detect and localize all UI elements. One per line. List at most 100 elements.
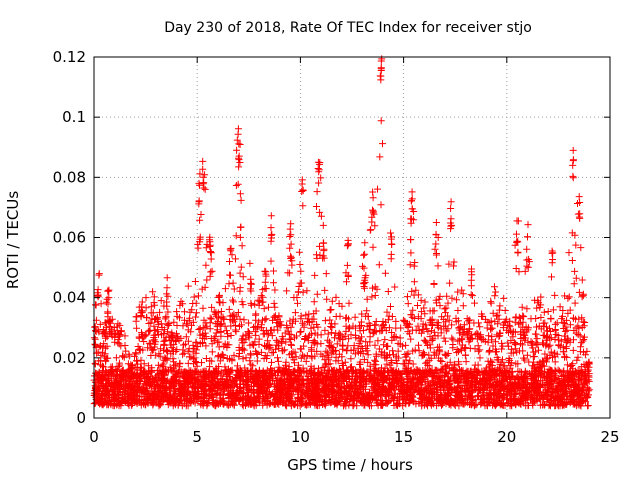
data-point (518, 303, 526, 311)
data-point (445, 365, 453, 373)
data-point (265, 382, 273, 390)
data-point (387, 303, 394, 310)
data-point (213, 338, 221, 346)
data-point (140, 338, 148, 345)
data-point (553, 319, 561, 327)
data-point (393, 360, 401, 367)
data-point (300, 353, 308, 361)
data-point (440, 315, 448, 323)
data-point (236, 190, 244, 198)
data-point (568, 229, 576, 237)
data-point (317, 340, 325, 348)
data-point (566, 321, 574, 329)
data-point (327, 306, 335, 313)
data-point (347, 355, 355, 363)
data-point (242, 354, 250, 362)
data-point (444, 299, 452, 307)
data-point (569, 314, 577, 322)
data-point (443, 292, 451, 300)
data-point (415, 341, 422, 349)
data-point (414, 302, 421, 309)
data-point (145, 339, 153, 347)
data-point (346, 324, 353, 332)
data-point (492, 338, 499, 346)
data-point (230, 298, 237, 306)
data-point (217, 308, 225, 315)
data-point (504, 342, 512, 350)
data-point (369, 329, 377, 337)
data-point (322, 270, 330, 278)
data-point (230, 285, 238, 293)
data-point (431, 245, 439, 253)
data-point (270, 267, 277, 275)
data-point (364, 351, 372, 359)
data-point (201, 185, 209, 193)
data-point (530, 358, 538, 366)
data-point (434, 322, 442, 330)
data-point (454, 288, 462, 296)
data-point (234, 180, 242, 188)
data-point (212, 390, 220, 398)
data-point (186, 314, 194, 322)
data-point (556, 303, 564, 311)
data-point (239, 345, 247, 353)
data-point (470, 319, 478, 327)
data-point (358, 310, 366, 318)
data-point (578, 276, 586, 284)
data-point (108, 315, 116, 323)
data-point (513, 348, 521, 356)
data-point (236, 159, 244, 166)
data-point (436, 292, 444, 300)
data-point (434, 262, 442, 270)
data-point (551, 358, 559, 366)
data-point (232, 232, 240, 240)
data-point (333, 340, 341, 348)
data-point (410, 315, 418, 322)
data-point (154, 361, 162, 369)
data-point (234, 309, 242, 316)
data-point (327, 329, 335, 337)
data-point (422, 337, 429, 345)
data-point (442, 304, 450, 312)
data-point (410, 278, 418, 286)
data-point (414, 313, 422, 321)
data-point (351, 313, 359, 321)
data-point (375, 261, 383, 269)
data-point (237, 263, 245, 271)
data-point (441, 322, 449, 330)
data-point (399, 342, 406, 350)
data-point (455, 347, 462, 355)
data-point (199, 304, 207, 312)
data-point (577, 244, 585, 252)
data-point (575, 288, 583, 296)
data-point (324, 349, 332, 357)
data-point (377, 201, 385, 209)
data-point (166, 363, 174, 371)
data-point (232, 255, 239, 263)
data-point (144, 327, 152, 335)
data-point (444, 312, 452, 320)
data-point (541, 400, 549, 408)
data-point (120, 353, 128, 361)
data-point (363, 307, 371, 315)
data-point (134, 392, 142, 400)
data-point (391, 333, 399, 340)
data-point (181, 308, 188, 316)
data-point (437, 329, 445, 337)
data-point (531, 296, 539, 304)
data-point (435, 295, 443, 303)
data-point (445, 260, 453, 268)
data-point (559, 307, 567, 314)
data-point (360, 356, 368, 364)
data-point (112, 354, 120, 362)
data-points (90, 55, 593, 410)
data-point (198, 285, 206, 293)
data-point (373, 285, 381, 293)
data-point (529, 362, 536, 370)
data-point (524, 221, 532, 229)
data-point (291, 309, 299, 317)
data-point (563, 353, 571, 361)
data-point (391, 283, 399, 291)
data-point (288, 341, 295, 349)
data-point (540, 308, 548, 316)
